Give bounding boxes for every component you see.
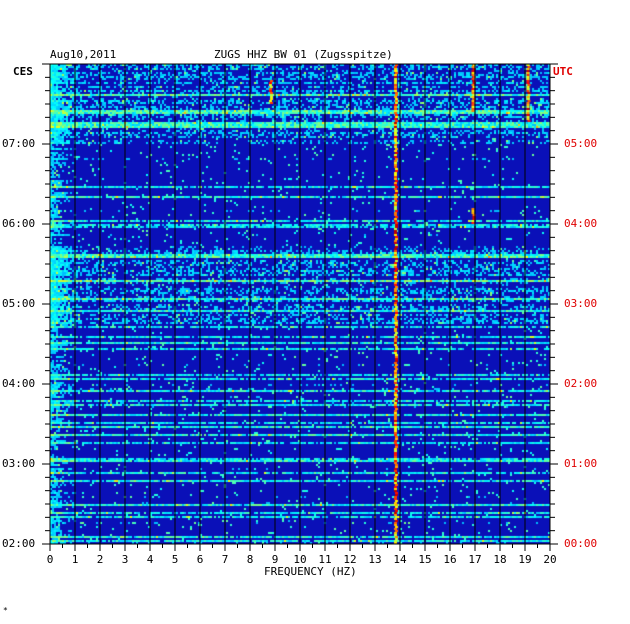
x-tick-label: 12	[343, 553, 357, 566]
x-tick-label: 3	[121, 553, 129, 566]
y-tick-label-utc: 03:00	[564, 297, 598, 310]
y-tick-label-local: 06:00	[2, 217, 36, 230]
x-tick-label: 0	[46, 553, 54, 566]
x-tick-label: 2	[96, 553, 104, 566]
y-tick-label-local: 07:00	[2, 137, 36, 150]
chart-title: ZUGS HHZ BW 01 (Zugsspitze)	[214, 48, 393, 61]
date-label: Aug10,2011	[50, 48, 117, 61]
x-tick-label: 16	[443, 553, 457, 566]
y-tick-label-local: 04:00	[2, 377, 36, 390]
x-tick-label: 5	[171, 553, 179, 566]
y-tick-label-local: 02:00	[2, 537, 36, 550]
y-tick-label-local: 03:00	[2, 457, 36, 470]
x-tick-label: 11	[318, 553, 332, 566]
x-tick-label: 15	[418, 553, 432, 566]
x-tick-label: 13	[368, 553, 382, 566]
x-tick-label: 6	[196, 553, 204, 566]
x-tick-label: 1	[71, 553, 79, 566]
x-tick-label: 7	[221, 553, 229, 566]
y-tick-label-utc: 04:00	[564, 217, 598, 230]
x-tick-label: 17	[468, 553, 482, 566]
x-tick-label: 14	[393, 553, 407, 566]
local-time-zone-label: CES	[13, 65, 33, 78]
x-tick-label: 20	[543, 553, 557, 566]
y-tick-label-local: 05:00	[2, 297, 36, 310]
y-tick-label-utc: 01:00	[564, 457, 598, 470]
x-tick-label: 9	[271, 553, 279, 566]
x-tick-label: 10	[293, 553, 307, 566]
y-tick-label-utc: 02:00	[564, 377, 598, 390]
x-tick-label: 4	[146, 553, 154, 566]
utc-zone-label: UTC	[553, 65, 573, 78]
x-tick-label: 18	[493, 553, 507, 566]
y-tick-label-utc: 00:00	[564, 537, 598, 550]
x-axis-label: FREQUENCY (HZ)	[264, 565, 357, 578]
x-tick-label: 19	[518, 553, 532, 566]
footer-mark: *	[3, 606, 8, 615]
y-tick-label-utc: 05:00	[564, 137, 598, 150]
x-tick-label: 8	[246, 553, 254, 566]
